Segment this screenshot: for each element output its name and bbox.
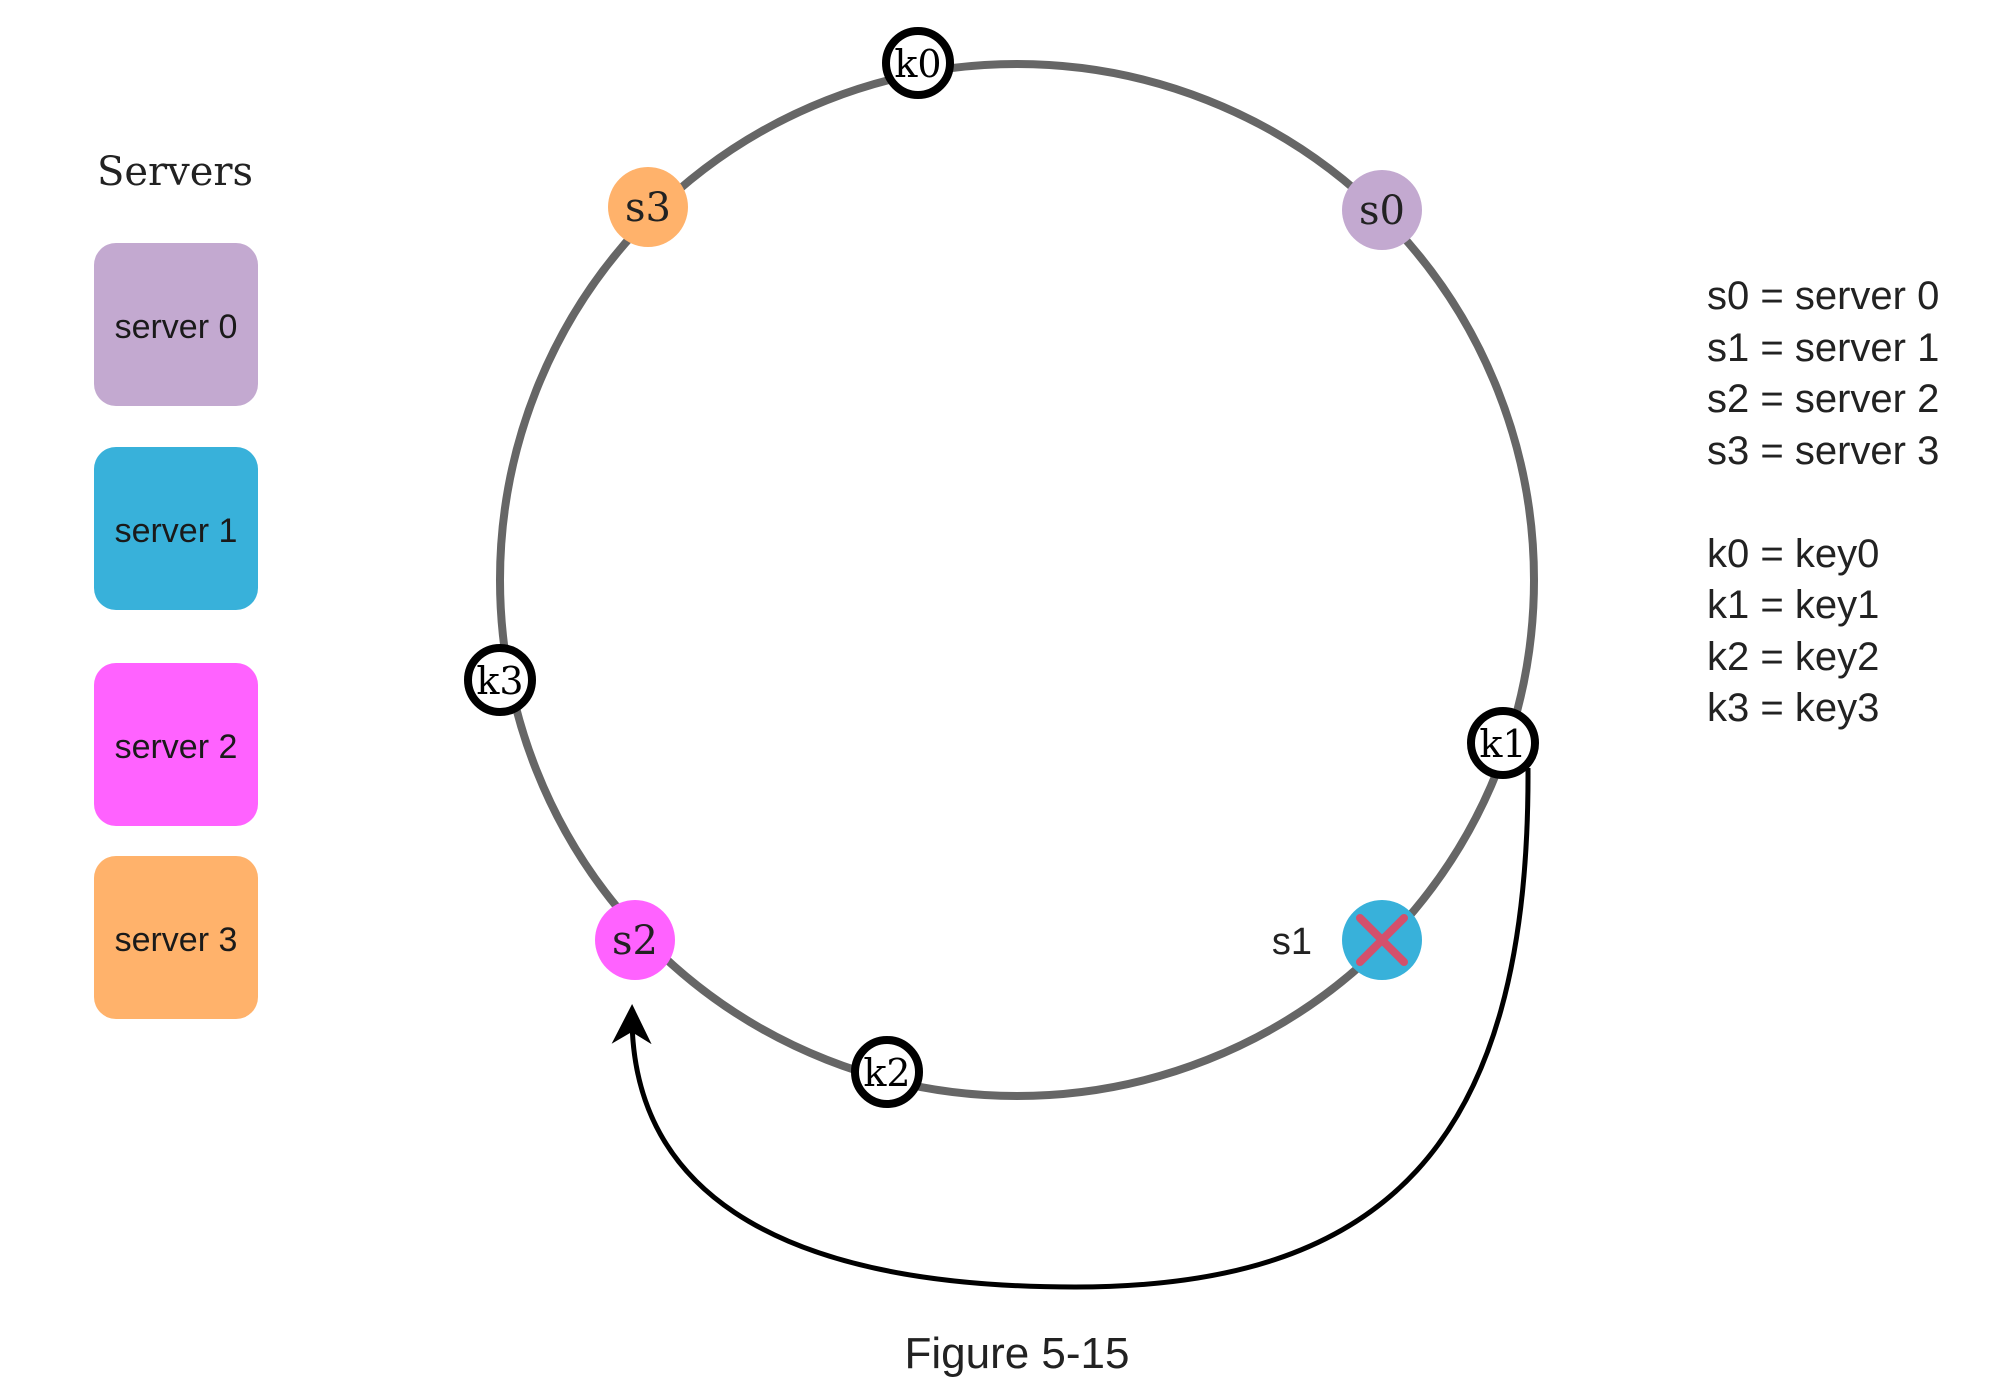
note-s2: s2 = server 2 [1707, 377, 1939, 421]
legend-server-0-label: server 0 [115, 308, 238, 346]
key-k3-node [464, 644, 536, 716]
server-s1-label: s1 [1272, 921, 1312, 963]
note-s1: s1 = server 1 [1707, 326, 1939, 370]
legend-server-2-label: server 2 [115, 728, 238, 766]
hash-ring [496, 60, 1538, 1100]
key-k0-node [882, 27, 954, 99]
legend-server-1-swatch [94, 447, 258, 610]
server-s0-node [1342, 170, 1422, 250]
server-s2-label: s2 [612, 918, 658, 964]
key-k2-node [851, 1036, 923, 1108]
removed-x-icon [1356, 914, 1408, 966]
legend-server-3-swatch [94, 856, 258, 1019]
note-s0: s0 = server 0 [1707, 274, 1939, 318]
note-s3: s3 = server 3 [1707, 429, 1939, 473]
server-s0-label: s0 [1359, 188, 1405, 234]
key-k1-node [1467, 707, 1539, 779]
figure-caption: Figure 5-15 [904, 1329, 1129, 1378]
key-k2-label: k2 [863, 1051, 910, 1095]
note-k1: k1 = key1 [1707, 583, 1879, 627]
key-k1-label: k1 [1479, 722, 1526, 766]
curved-arrow-icon [611, 767, 1531, 1290]
note-k0: k0 = key0 [1707, 532, 1879, 576]
legend-server-0-swatch [94, 243, 258, 406]
server-s3-node [608, 167, 688, 247]
legend-title: Servers [97, 149, 253, 195]
key-k0-label: k0 [894, 42, 941, 86]
note-k2: k2 = key2 [1707, 635, 1879, 679]
server-s3-label: s3 [625, 185, 671, 231]
legend-server-1-label: server 1 [115, 512, 238, 550]
key-k3-label: k3 [476, 659, 523, 703]
legend-server-2-swatch [94, 663, 258, 826]
note-k3: k3 = key3 [1707, 686, 1879, 730]
server-s2-node [595, 900, 675, 980]
legend-server-3-label: server 3 [115, 921, 238, 959]
